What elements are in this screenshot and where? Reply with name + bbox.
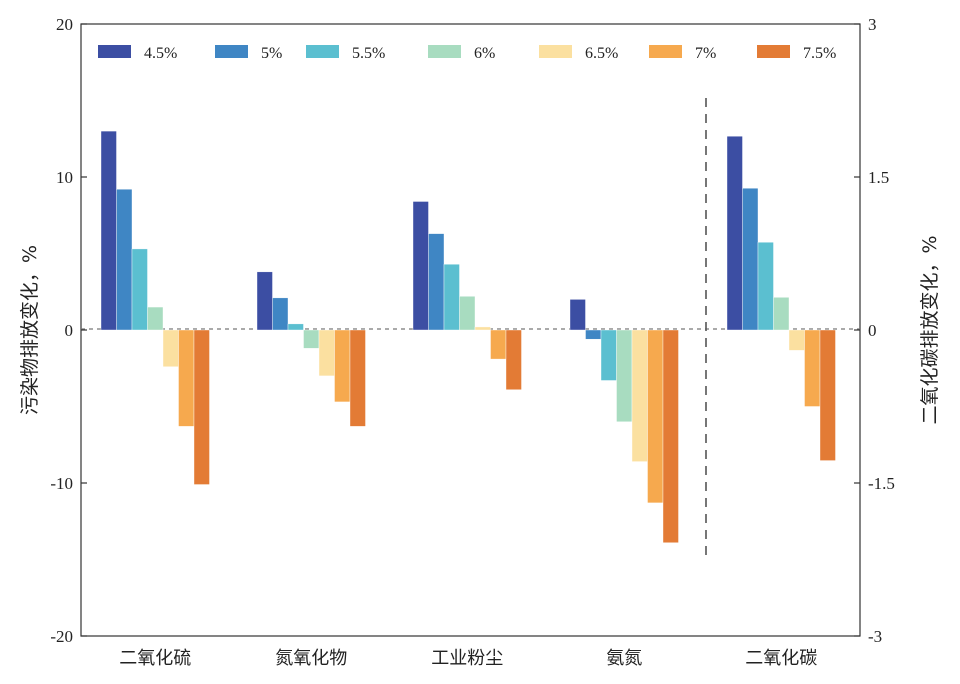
- bar-4_5pct-0: [100, 130, 117, 331]
- left-tick-label: 0: [65, 321, 74, 340]
- category-label: 氮氧化物: [275, 648, 347, 669]
- bar-6pct-3: [616, 329, 633, 423]
- legend-swatch: [539, 45, 572, 58]
- legend-swatch: [98, 45, 131, 58]
- bar-6_5pct-4: [788, 329, 805, 351]
- bar-7pct-3: [647, 329, 664, 504]
- bar-7pct-2: [490, 329, 507, 360]
- bar-5_5pct-2: [443, 264, 460, 331]
- left-tick-label: 20: [56, 15, 73, 34]
- legend-swatch: [215, 45, 248, 58]
- legend-label: 5.5%: [352, 45, 385, 62]
- right-axis-ticks: 3 1.5 0 -1.5 -3: [854, 15, 895, 646]
- bar-5_5pct-1: [287, 323, 304, 331]
- bar-7pct-0: [178, 329, 195, 427]
- bar-7pct-1: [334, 329, 351, 403]
- bar-6pct-2: [459, 296, 476, 331]
- legend-label: 7%: [695, 45, 716, 62]
- bar-7pct-4: [804, 329, 821, 407]
- bar-7_5pct-3: [662, 329, 679, 543]
- bar-7_5pct-0: [193, 329, 210, 485]
- legend-label: 6%: [474, 45, 495, 62]
- bar-6_5pct-1: [318, 329, 335, 377]
- legend-label: 6.5%: [585, 45, 618, 62]
- legend-swatch: [306, 45, 339, 58]
- bar-5pct-2: [428, 233, 445, 331]
- right-tick-label: 3: [868, 15, 877, 34]
- bar-5_5pct-3: [600, 329, 617, 381]
- category-label: 工业粉尘: [431, 648, 503, 669]
- bar-5_5pct-4: [757, 242, 774, 331]
- right-tick-label: 0: [868, 321, 877, 340]
- left-axis-ticks: 20 10 0 -10 -20: [50, 15, 87, 646]
- category-label: 氨氮: [606, 648, 642, 669]
- bar-4_5pct-3: [569, 299, 586, 331]
- right-tick-label: -1.5: [868, 474, 895, 493]
- bar-7_5pct-4: [819, 329, 836, 461]
- bar-7_5pct-2: [505, 329, 522, 390]
- left-tick-label: 10: [56, 168, 73, 187]
- legend: 4.5% 5% 5.5% 6% 6.5% 7% 7.5%: [98, 45, 836, 62]
- bars-group: [100, 130, 836, 543]
- bar-5pct-1: [272, 297, 289, 331]
- bar-4_5pct-2: [412, 201, 429, 331]
- left-axis-title: 污染物排放变化，%: [19, 245, 41, 415]
- left-tick-label: -10: [50, 474, 73, 493]
- bar-6pct-1: [303, 329, 320, 349]
- bar-6pct-0: [147, 306, 164, 331]
- bar-5_5pct-0: [131, 248, 148, 331]
- legend-label: 7.5%: [803, 45, 836, 62]
- bar-6_5pct-2: [474, 326, 491, 331]
- category-labels: 二氧化硫 氮氧化物 工业粉尘 氨氮 二氧化碳: [119, 648, 817, 669]
- legend-label: 4.5%: [144, 45, 177, 62]
- legend-swatch: [757, 45, 790, 58]
- bar-4_5pct-1: [256, 271, 273, 331]
- bar-7_5pct-1: [349, 329, 366, 427]
- bar-4_5pct-4: [726, 135, 743, 331]
- category-label: 二氧化硫: [119, 648, 191, 669]
- legend-label: 5%: [261, 45, 282, 62]
- bar-6_5pct-3: [631, 329, 648, 462]
- right-tick-label: -3: [868, 627, 882, 646]
- left-tick-label: -20: [50, 627, 73, 646]
- right-axis-title: 二氧化碳排放变化，%: [919, 235, 941, 424]
- right-tick-label: 1.5: [868, 168, 889, 187]
- bar-5pct-0: [116, 189, 133, 331]
- bar-5pct-4: [742, 188, 759, 331]
- category-label: 二氧化碳: [745, 648, 817, 669]
- bar-6pct-4: [773, 297, 790, 331]
- bar-6_5pct-0: [162, 329, 179, 367]
- bar-5pct-3: [585, 329, 602, 340]
- legend-swatch: [649, 45, 682, 58]
- legend-swatch: [428, 45, 461, 58]
